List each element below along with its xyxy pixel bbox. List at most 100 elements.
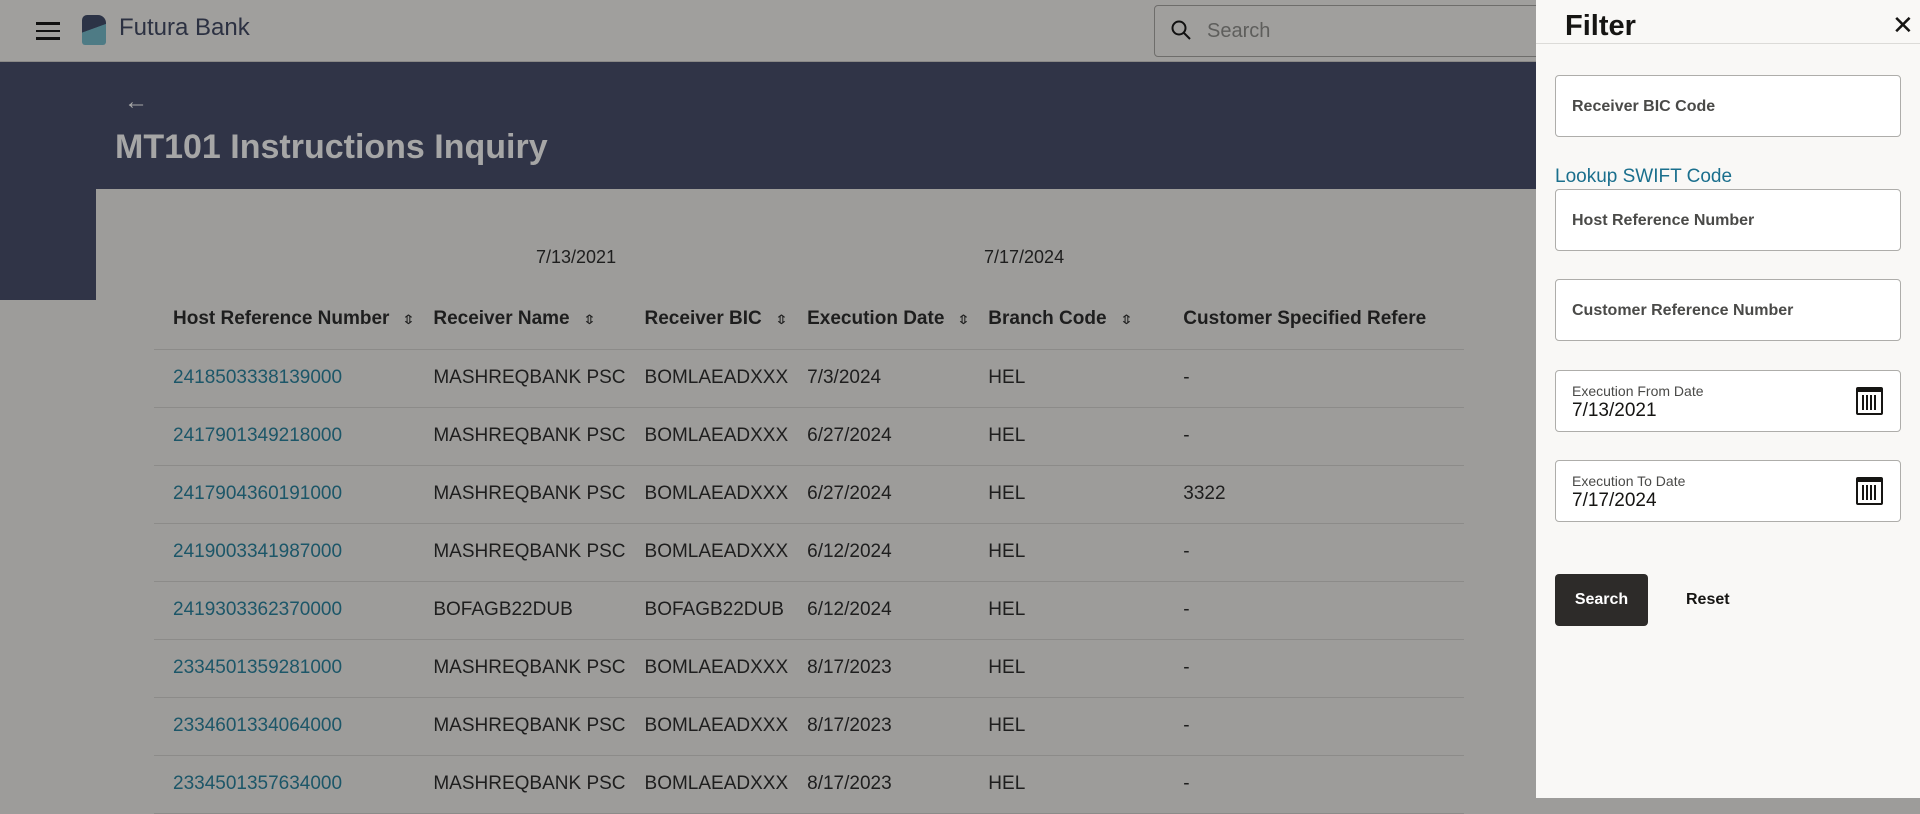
brand-name: Futura Bank xyxy=(119,14,250,41)
from-date-value: 7/13/2021 xyxy=(1572,400,1657,421)
table-cell: BOMLAEADXXX xyxy=(625,465,789,524)
table-cell: 2334501357634000 xyxy=(154,755,415,814)
table-cell: HEL xyxy=(969,581,1165,640)
table-cell: 6/27/2024 xyxy=(788,407,970,466)
table-cell: HEL xyxy=(969,349,1165,408)
table-cell: BOMLAEADXXX xyxy=(625,349,789,408)
table-cell: HEL xyxy=(969,523,1165,582)
table-cell: - xyxy=(1164,639,1465,698)
table-cell: - xyxy=(1164,349,1465,408)
search-input[interactable]: Search xyxy=(1154,5,1574,57)
table-cell: 2417904360191000 xyxy=(154,465,415,524)
table-cell: BOMLAEADXXX xyxy=(625,523,789,582)
receiver-bic-label: Receiver BIC Code xyxy=(1572,98,1716,115)
host-reference-link[interactable]: 2334501359281000 xyxy=(173,657,343,678)
to-date-label: Execution To Date xyxy=(1572,473,1686,489)
table-cell: 3322 xyxy=(1164,465,1465,524)
host-reference-link[interactable]: 2334601334064000 xyxy=(173,715,343,736)
from-date-label: Execution From Date xyxy=(1572,383,1704,399)
table-cell: 6/27/2024 xyxy=(788,465,970,524)
table-cell: MASHREQBANK PSC xyxy=(414,523,626,582)
bank-logo-icon xyxy=(82,15,106,45)
execution-from-date-field[interactable]: Execution From Date 7/13/2021 xyxy=(1555,370,1901,432)
close-icon[interactable]: ✕ xyxy=(1892,10,1914,40)
hamburger-menu-icon[interactable] xyxy=(36,22,60,40)
column-header[interactable]: Host Reference Number ⇕ xyxy=(154,289,416,350)
host-reference-link[interactable]: 2419303362370000 xyxy=(173,599,343,620)
table-cell: HEL xyxy=(969,465,1165,524)
table-cell: 7/3/2024 xyxy=(788,349,970,408)
customer-reference-field[interactable]: Customer Reference Number xyxy=(1555,279,1901,341)
table-cell: 2419003341987000 xyxy=(154,523,415,582)
host-reference-link[interactable]: 2419003341987000 xyxy=(173,541,343,562)
table-row: 2334601334064000 MASHREQBANK PSC BOMLAEADX… xyxy=(154,697,1465,756)
table-cell: MASHREQBANK PSC xyxy=(414,639,626,698)
host-reference-link[interactable]: 2334501357634000 xyxy=(173,773,343,794)
from-date-display: 7/13/2021 xyxy=(536,247,617,267)
column-header[interactable]: Customer Specified Refere xyxy=(1164,289,1465,350)
table-row: 2334501359281000 MASHREQBANK PSC BOMLAEADX… xyxy=(154,639,1465,698)
table-cell: BOFAGB22DUB xyxy=(414,581,626,640)
sort-icon[interactable]: ⇕ xyxy=(774,311,789,327)
table-cell: 2334501359281000 xyxy=(154,639,415,698)
column-header[interactable]: Receiver Name ⇕ xyxy=(414,289,626,350)
table-row: 2417901349218000 MASHREQBANK PSC BOMLAEADX… xyxy=(154,407,1465,466)
sort-icon[interactable]: ⇕ xyxy=(956,311,971,327)
table-cell: 2334601334064000 xyxy=(154,697,415,756)
search-icon xyxy=(1171,20,1191,40)
table-cell: - xyxy=(1164,523,1465,582)
table-cell: BOMLAEADXXX xyxy=(625,407,789,466)
table-row: 2418503338139000 MASHREQBANK PSC BOMLAEADX… xyxy=(154,349,1465,408)
host-reference-field[interactable]: Host Reference Number xyxy=(1555,189,1901,251)
host-reference-link[interactable]: 2417904360191000 xyxy=(173,483,343,504)
column-header-label: Receiver Name xyxy=(433,307,570,329)
table-cell: BOMLAEADXXX xyxy=(625,697,789,756)
table-row: 2419303362370000 BOFAGB22DUB BOFAGB22DUB 6/… xyxy=(154,581,1465,640)
column-header[interactable]: Receiver BIC ⇕ xyxy=(625,289,789,350)
back-arrow-icon[interactable]: ← xyxy=(124,88,148,115)
calendar-icon[interactable] xyxy=(1856,387,1883,415)
host-reference-link[interactable]: 2418503338139000 xyxy=(173,367,343,388)
execution-to-date-field[interactable]: Execution To Date 7/17/2024 xyxy=(1555,460,1901,522)
table-cell: MASHREQBANK PSC xyxy=(414,465,626,524)
table-cell: MASHREQBANK PSC xyxy=(414,697,626,756)
results-table: Host Reference Number ⇕ Receiver Name ⇕ Rece… xyxy=(154,289,1465,814)
column-header-label: Customer Specified Refere xyxy=(1183,307,1427,329)
page-title: MT101 Instructions Inquiry xyxy=(115,128,548,166)
lookup-swift-code-link[interactable]: Lookup SWIFT Code xyxy=(1555,166,1733,187)
table-cell: HEL xyxy=(969,697,1165,756)
calendar-icon[interactable] xyxy=(1856,477,1883,505)
host-reference-label: Host Reference Number xyxy=(1572,212,1755,229)
column-header-label: Execution Date xyxy=(807,307,945,329)
column-header[interactable]: Branch Code ⇕ xyxy=(969,289,1165,350)
column-header-label: Receiver BIC xyxy=(644,307,762,329)
table-row: 2334501357634000 MASHREQBANK PSC BOMLAEADX… xyxy=(154,755,1465,814)
table-cell: BOMLAEADXXX xyxy=(625,639,789,698)
column-header-label: Host Reference Number xyxy=(173,307,390,329)
sort-icon[interactable]: ⇕ xyxy=(581,311,597,327)
table-cell: 2417901349218000 xyxy=(154,407,415,466)
reset-button[interactable]: Reset xyxy=(1686,591,1730,608)
table-cell: - xyxy=(1164,697,1465,756)
sort-icon[interactable]: ⇕ xyxy=(1118,311,1134,327)
table-cell: MASHREQBANK PSC xyxy=(414,755,626,814)
table-cell: - xyxy=(1164,407,1465,466)
column-header-label: Branch Code xyxy=(988,307,1107,329)
receiver-bic-field[interactable]: Receiver BIC Code xyxy=(1555,75,1901,137)
table-cell: MASHREQBANK PSC xyxy=(414,349,626,408)
table-row: 2417904360191000 MASHREQBANK PSC BOMLAEADX… xyxy=(154,465,1465,524)
filter-panel: Filter ✕ Receiver BIC Code Lookup SWIFT … xyxy=(1536,0,1920,798)
table-cell: BOFAGB22DUB xyxy=(625,581,789,640)
search-button[interactable]: Search xyxy=(1555,574,1648,626)
table-cell: 6/12/2024 xyxy=(788,581,970,640)
sort-icon[interactable]: ⇕ xyxy=(401,311,416,327)
to-date-display: 7/17/2024 xyxy=(984,247,1065,267)
to-date-value: 7/17/2024 xyxy=(1572,490,1657,511)
host-reference-link[interactable]: 2417901349218000 xyxy=(173,425,343,446)
customer-reference-label: Customer Reference Number xyxy=(1572,302,1794,319)
filter-header: Filter ✕ xyxy=(1536,0,1920,44)
column-header[interactable]: Execution Date ⇕ xyxy=(788,289,971,350)
table-cell: 2418503338139000 xyxy=(154,349,415,408)
table-header-row: Host Reference Number ⇕ Receiver Name ⇕ Rece… xyxy=(154,289,1465,350)
table-cell: 8/17/2023 xyxy=(788,639,970,698)
